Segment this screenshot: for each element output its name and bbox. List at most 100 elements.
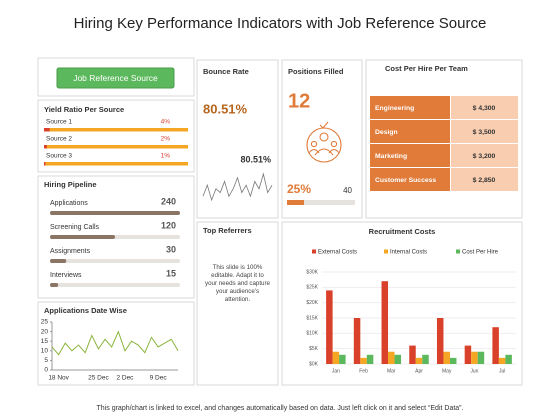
progress-fill	[287, 200, 304, 205]
x-tick-label: Apr	[415, 368, 423, 374]
row-label: Assignments	[50, 248, 91, 255]
row-label: Source 1	[46, 119, 72, 126]
referrers-text: This slide is 100% editable. Adapt it to y…	[205, 264, 271, 303]
panel	[196, 221, 279, 386]
panel-title: Bounce Rate	[203, 67, 249, 76]
button-label[interactable]: Job Reference Source	[73, 73, 158, 83]
x-tick-label: 25 Dec	[88, 375, 109, 382]
value-label: 4%	[161, 119, 171, 126]
bar	[44, 162, 46, 166]
bar	[50, 235, 115, 239]
bar	[388, 351, 395, 364]
bar	[415, 357, 423, 364]
y-tick-label: 0	[44, 367, 48, 374]
bar	[422, 354, 429, 364]
y-tick-label: 20	[41, 328, 49, 335]
value-label: 120	[161, 220, 176, 230]
y-tick-label: $0K	[309, 361, 319, 367]
y-tick-label: $10K	[306, 331, 318, 337]
table-value: $ 3,500	[473, 129, 496, 136]
bar-track	[50, 259, 180, 263]
table-cell	[370, 144, 450, 167]
table-cell	[451, 144, 518, 167]
row-label: Applications	[50, 200, 88, 207]
bar	[326, 290, 333, 364]
table-value: $ 3,200	[473, 153, 496, 160]
table-label: Customer Success	[375, 177, 436, 184]
legend-label: External Costs	[318, 250, 357, 256]
people-icon	[306, 121, 342, 163]
bar-track	[44, 162, 188, 166]
positions-total: 40	[343, 186, 352, 195]
legend-swatch	[312, 249, 316, 254]
bar	[44, 128, 50, 132]
bar	[366, 354, 374, 364]
x-tick-label: 9 Dec	[150, 375, 168, 382]
value-label: 2%	[161, 136, 171, 143]
panel-title: Recruitment Costs	[369, 227, 436, 236]
table-value: $ 2,850	[473, 177, 496, 184]
bar	[505, 354, 512, 364]
y-tick-label: $5K	[309, 346, 319, 352]
x-tick-label: Feb	[359, 368, 368, 374]
row-label: Screening Calls	[50, 224, 100, 231]
table-label: Marketing	[375, 153, 407, 160]
bar	[50, 283, 59, 287]
bar	[449, 357, 457, 364]
bar	[492, 327, 499, 364]
positions-percent: 25%	[287, 182, 311, 196]
table-cell	[370, 168, 450, 191]
y-tick-label: $30K	[306, 269, 318, 275]
x-tick-label: Mar	[387, 368, 396, 374]
panel	[281, 59, 363, 219]
x-tick-label: Jan	[332, 368, 340, 374]
bar-track	[44, 145, 188, 149]
y-tick-label: $20K	[306, 300, 318, 306]
panel-title: Positions Filled	[288, 67, 344, 76]
panel-title: Cost Per Hire Per Team	[385, 64, 468, 73]
table-cell	[451, 96, 518, 119]
positions-count: 12	[288, 90, 310, 112]
bar	[50, 259, 67, 263]
x-tick-label: Jun	[470, 368, 478, 374]
footer-note: This graph/chart is linked to excel, and…	[97, 405, 464, 412]
legend-swatch	[384, 249, 388, 254]
legend-label: Internal Costs	[390, 250, 427, 256]
sparkline	[202, 172, 273, 202]
bar	[409, 345, 416, 364]
bar	[50, 211, 180, 215]
panel-title: Applications Date Wise	[44, 306, 127, 315]
bar	[464, 345, 472, 364]
button[interactable]	[56, 67, 175, 89]
row-label: Source 3	[46, 153, 72, 160]
x-tick-label: May	[442, 368, 452, 374]
y-tick-label: $25K	[306, 285, 318, 291]
panel-title: Top Referrers	[203, 226, 252, 235]
value-label: 30	[166, 244, 176, 254]
bar	[477, 351, 485, 364]
bar	[360, 357, 367, 364]
value-label: 15	[166, 268, 176, 278]
table-cell	[370, 120, 450, 143]
panel-title: Hiring Pipeline	[44, 180, 97, 189]
x-tick-label: 18 Nov	[48, 375, 69, 382]
bar	[443, 351, 450, 364]
x-tick-label: Jul	[499, 368, 505, 374]
progress-track	[287, 200, 355, 205]
bar	[394, 354, 402, 364]
bar	[332, 351, 340, 364]
bar	[436, 318, 444, 364]
bounce-value-small: 80.51%	[240, 154, 271, 164]
page-title: Hiring Key Performance Indicators with J…	[74, 15, 487, 32]
x-tick-label: 2 Dec	[116, 375, 134, 382]
legend-swatch	[456, 249, 460, 254]
bar	[339, 354, 346, 364]
table-cell	[370, 96, 450, 119]
row-label: Interviews	[50, 272, 82, 279]
y-tick-label: $15K	[306, 315, 318, 321]
table-cell	[451, 120, 518, 143]
panel-title: Yield Ratio Per Source	[44, 105, 124, 114]
y-tick-label: 25	[41, 319, 49, 326]
y-tick-label: 10	[41, 348, 49, 355]
